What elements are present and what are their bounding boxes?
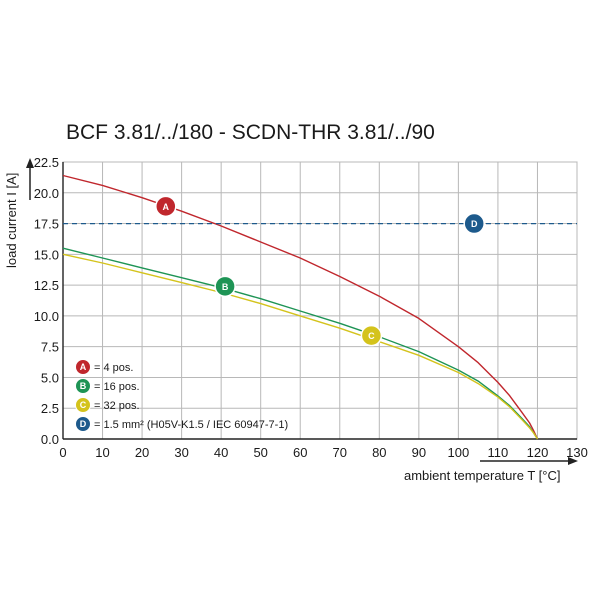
series-layer <box>62 174 577 440</box>
y-tick-label: 12.5 <box>34 278 59 293</box>
legend-marker-letter-c: C <box>80 400 87 410</box>
series-marker-letter-b: B <box>222 282 229 292</box>
y-tick-label: 0.0 <box>41 432 59 447</box>
series-markers: A B C D <box>155 195 485 347</box>
y-tick-label: 2.5 <box>41 401 59 416</box>
x-tick-label: 40 <box>214 445 228 460</box>
axes <box>26 158 578 465</box>
y-axis-arrow-head <box>26 158 34 168</box>
tick-labels: 0 10 20 30 40 50 60 70 80 90 100 110 120 130 0.0 2.5 5.0… <box>34 155 588 460</box>
x-tick-label: 0 <box>59 445 66 460</box>
legend-marker-letter-b: B <box>80 381 87 391</box>
y-tick-label: 22.5 <box>34 155 59 170</box>
legend-marker-letter-d: D <box>80 419 87 429</box>
series-marker-c <box>360 324 383 347</box>
y-axis-label: load current I [A] <box>4 173 19 268</box>
y-tick-label: 17.5 <box>34 217 59 232</box>
y-tick-label: 15.0 <box>34 247 59 262</box>
legend-marker-letter-a: A <box>80 362 87 372</box>
series-marker-letter-c: C <box>368 331 375 341</box>
y-tick-label: 10.0 <box>34 309 59 324</box>
legend-marker-d <box>75 416 91 432</box>
y-tick-label: 20.0 <box>34 186 59 201</box>
legend-entry-a: = 4 pos. <box>94 362 133 374</box>
x-tick-label: 70 <box>333 445 347 460</box>
x-tick-label: 60 <box>293 445 307 460</box>
x-tick-label: 100 <box>448 445 470 460</box>
x-tick-label: 130 <box>566 445 588 460</box>
series-marker-a <box>155 195 177 218</box>
legend-entry-d: = 1.5 mm² (H05V-K1.5 / IEC 60947-7-1) <box>94 419 288 431</box>
x-axis-arrow-head <box>568 457 578 465</box>
legend-entry-c: = 32 pos. <box>94 400 140 412</box>
legend-marker-b <box>75 378 91 394</box>
x-tick-label: 120 <box>527 445 549 460</box>
legend: A = 4 pos. B = 16 pos. C = 32 pos. D = 1.5 mm² … <box>75 359 288 432</box>
legend-entry-b: = 16 pos. <box>94 381 140 393</box>
x-tick-label: 80 <box>372 445 386 460</box>
chart-title: BCF 3.81/../180 - SCDN-THR 3.81/../90 <box>66 121 435 144</box>
series-marker-b <box>214 275 236 298</box>
x-tick-label: 50 <box>253 445 267 460</box>
series-marker-d <box>463 212 485 235</box>
series-marker-letter-d: D <box>471 219 478 229</box>
x-axis-label: ambient temperature T [°C] <box>404 468 560 483</box>
y-tick-label: 7.5 <box>41 340 59 355</box>
legend-marker-a <box>75 359 91 375</box>
x-tick-label: 20 <box>135 445 149 460</box>
x-tick-label: 30 <box>174 445 188 460</box>
series-marker-letter-a: A <box>163 202 170 212</box>
series-line-c <box>62 253 539 440</box>
x-tick-label: 90 <box>412 445 426 460</box>
x-tick-label: 10 <box>95 445 109 460</box>
y-tick-label: 5.0 <box>41 370 59 385</box>
x-tick-label: 110 <box>488 445 509 460</box>
legend-marker-c <box>75 397 91 413</box>
series-line-b <box>62 247 539 440</box>
